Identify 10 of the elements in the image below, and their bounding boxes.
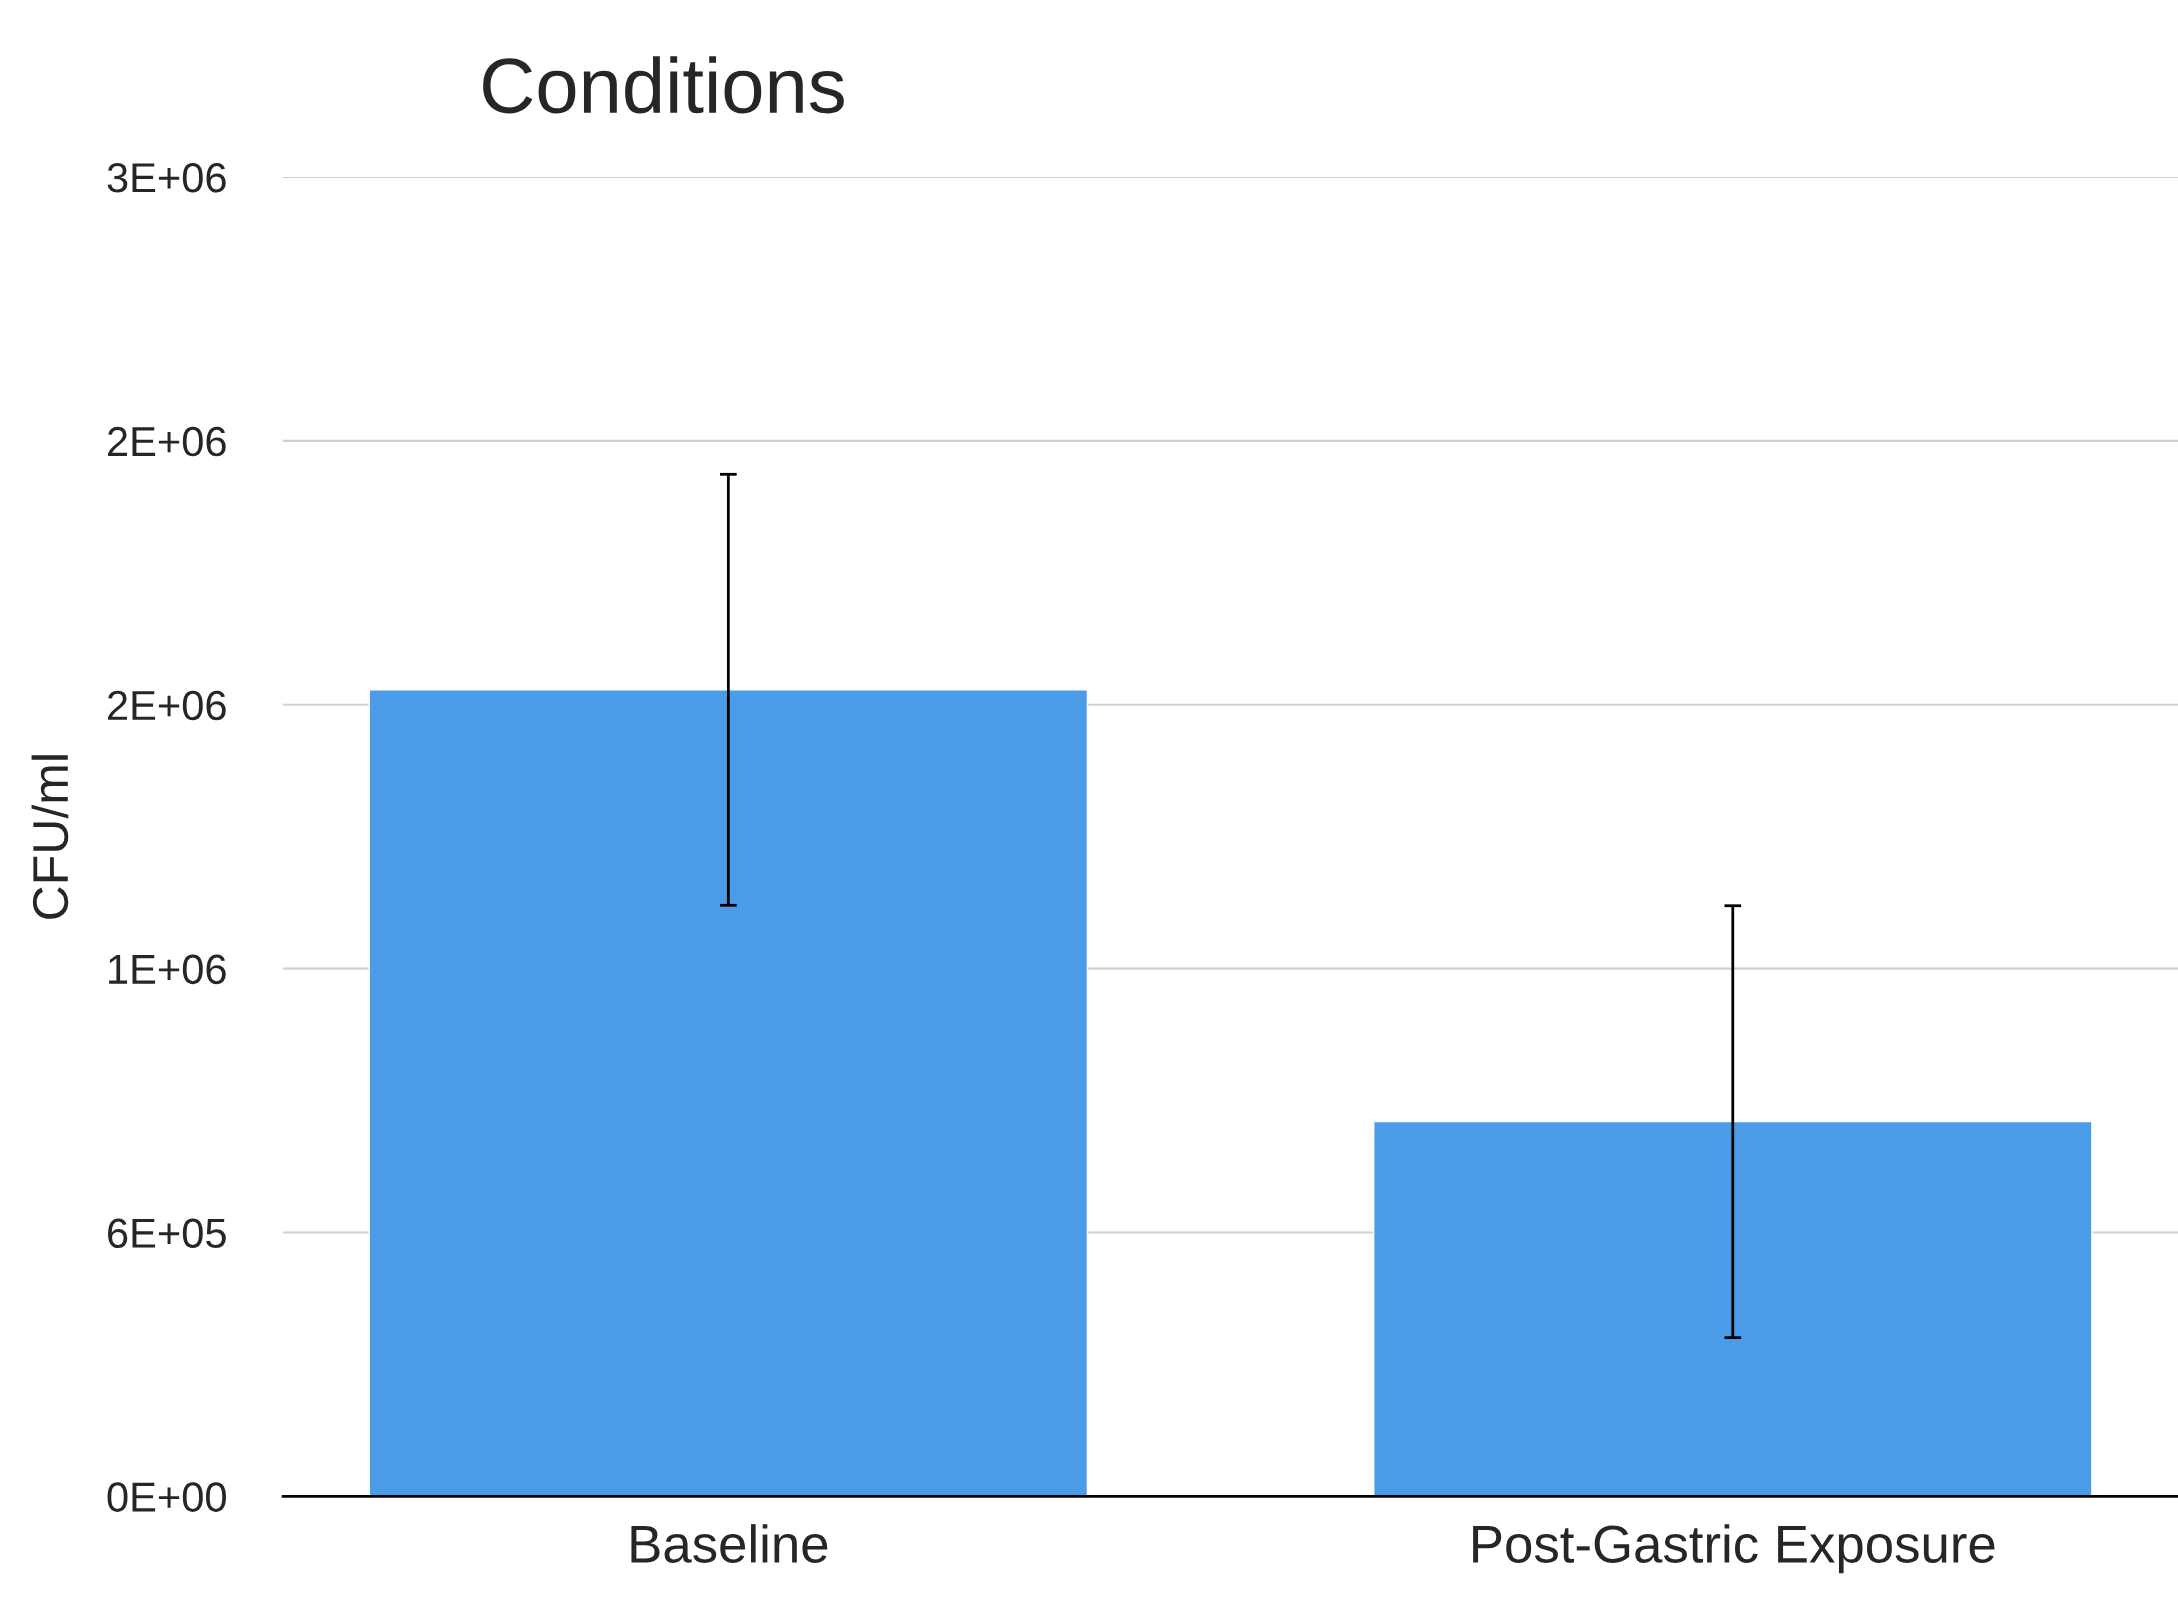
y-tick-label: 0E+00 [107,1482,226,1512]
y-tick-label: 2E+06 [108,690,226,721]
y-tick-label: 3E+06 [107,162,226,193]
y-tick-label: 1E+06 [109,954,226,985]
y-tick-label: 2E+06 [108,426,226,457]
y-tick-label: 6E+05 [108,1218,226,1248]
y-axis-title: CFU/ml [31,755,69,919]
chart-title: Conditions [483,56,844,114]
x-tick-label: Baseline [631,1524,828,1563]
x-tick-label: Post-Gastric Exposure [1473,1524,1995,1574]
